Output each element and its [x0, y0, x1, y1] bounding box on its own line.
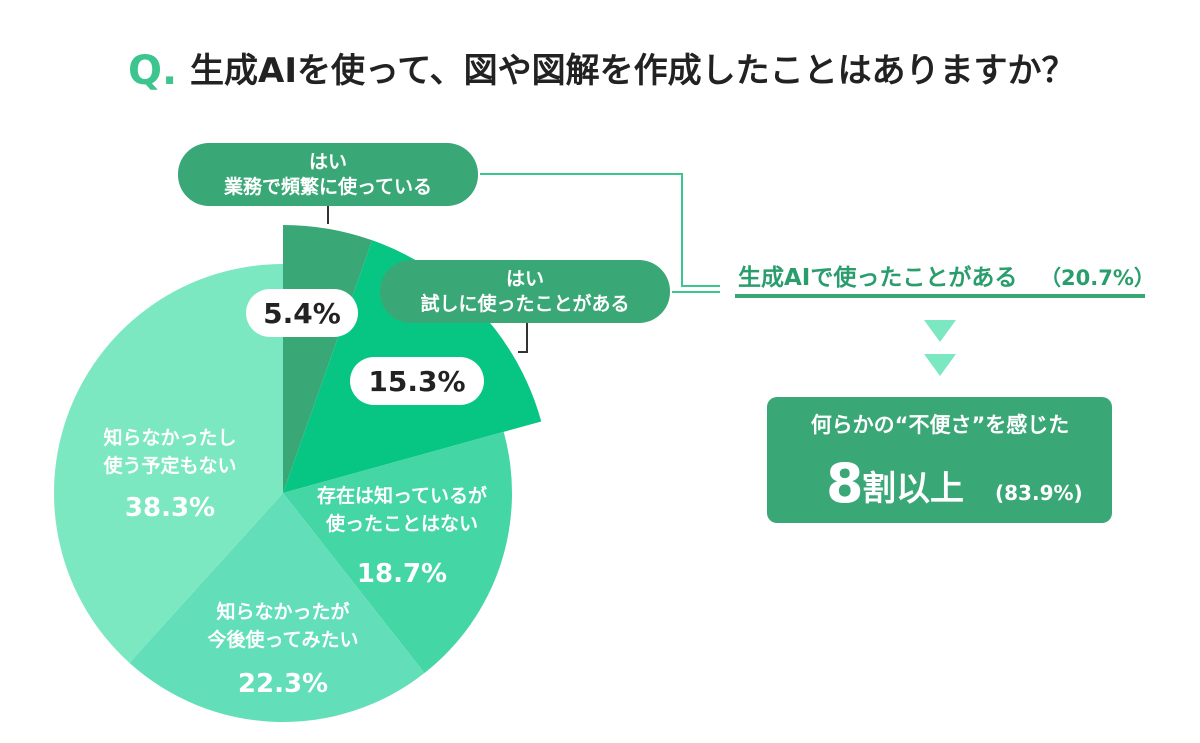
summary-used-label: 生成AIで使ったことがある — [738, 264, 1017, 291]
pct-pill-frequent-text: 5.4% — [263, 297, 341, 330]
pie-chart — [53, 225, 542, 723]
pie-slice-want-try — [129, 493, 425, 723]
slice-label-want-line1: 知らなかったが — [216, 600, 349, 623]
callout-tried-line1: はい — [506, 268, 544, 290]
pct-pill-tried-text: 15.3% — [368, 365, 465, 398]
callout-frequent — [178, 143, 478, 206]
bracket-connector-top — [480, 173, 720, 287]
question-title: 生成AIを使って、図や図解を作成したことはありますか？ — [190, 51, 1076, 91]
result-box — [767, 397, 1112, 523]
result-box-line1: 何らかの“不便さ”を感じた — [811, 413, 1070, 437]
down-arrow-icon — [924, 320, 956, 342]
slice-pct-want: 22.3% — [238, 669, 328, 699]
callout-tried — [380, 260, 670, 323]
callout-frequent-line1: はい — [309, 151, 347, 173]
result-box-mid: 割以上 — [862, 469, 964, 509]
slice-label-never-line1: 知らなかったし — [103, 426, 236, 449]
pct-pill-frequent — [246, 289, 358, 337]
result-box-pct: (83.9%) — [995, 481, 1083, 505]
pie-slice-never-planned — [53, 264, 283, 663]
slice-label-known-line2: 使ったことはない — [325, 513, 478, 535]
question-mark: Q. — [128, 48, 177, 94]
slice-pct-known: 18.7% — [357, 559, 447, 589]
callout-tried-pointer — [518, 323, 528, 353]
result-box-big: 8 — [826, 452, 864, 515]
callout-tried-line2: 試しに使ったことがある — [420, 292, 629, 315]
pie-slice-known-unused — [283, 431, 512, 674]
slice-label-never-line2: 使う予定もない — [102, 454, 236, 477]
slice-label-known-line1: 存在は知っているが — [317, 484, 487, 507]
down-arrow-icon — [924, 354, 956, 376]
summary-used-pct: （20.7%） — [1040, 266, 1155, 290]
slice-pct-never: 38.3% — [125, 493, 215, 523]
slice-label-want-line2: 今後使ってみたい — [206, 628, 358, 651]
pct-pill-tried — [350, 357, 484, 405]
callout-frequent-line2: 業務で頻繁に使っている — [223, 175, 432, 198]
